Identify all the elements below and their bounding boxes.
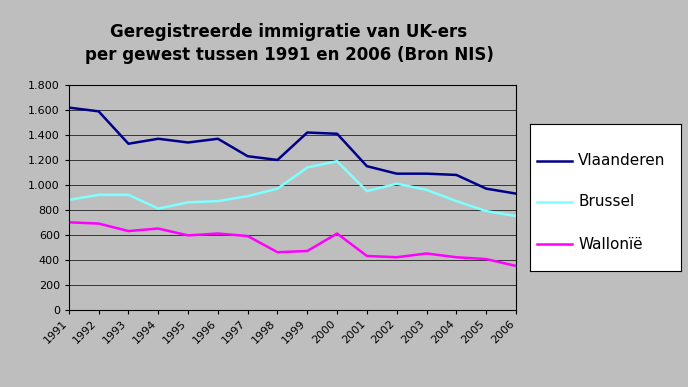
Wallonïë [452,255,460,260]
Line: Vlaanderen: Vlaanderen [69,108,516,194]
Brussel [273,186,281,191]
Vlaanderen [65,105,73,110]
Brussel [244,194,252,199]
Vlaanderen [393,171,401,176]
Wallonïë [125,229,133,233]
Vlaanderen [244,154,252,159]
Text: Vlaanderen: Vlaanderen [578,153,665,168]
Wallonïë [422,251,431,256]
Wallonïë [333,231,341,236]
Wallonïë [94,221,103,226]
Brussel [363,189,371,194]
Wallonïë [184,233,192,238]
Vlaanderen [422,171,431,176]
Wallonïë [303,249,312,253]
Wallonïë [154,226,162,231]
Wallonïë [244,234,252,238]
Wallonïë [393,255,401,260]
Vlaanderen [363,164,371,168]
Text: Geregistreerde immigratie van UK-ers: Geregistreerde immigratie van UK-ers [110,23,468,41]
Vlaanderen [482,186,491,191]
Brussel [154,206,162,211]
Brussel [452,199,460,204]
Text: Wallonïë: Wallonïë [578,237,643,252]
Text: Brussel: Brussel [578,194,634,209]
Brussel [65,197,73,202]
Vlaanderen [154,137,162,141]
Brussel [393,182,401,186]
Wallonïë [273,250,281,255]
Vlaanderen [273,158,281,162]
Line: Wallonïë: Wallonïë [69,222,516,266]
Vlaanderen [452,173,460,177]
Brussel [512,214,520,218]
Wallonïë [214,231,222,236]
Vlaanderen [184,140,192,145]
Brussel [125,193,133,197]
Wallonïë [482,257,491,262]
Text: per gewest tussen 1991 en 2006 (Bron NIS): per gewest tussen 1991 en 2006 (Bron NIS… [85,46,493,65]
Vlaanderen [94,109,103,114]
Vlaanderen [333,132,341,136]
Wallonïë [65,220,73,224]
Brussel [482,209,491,213]
Vlaanderen [303,130,312,135]
Brussel [94,193,103,197]
Wallonïë [512,264,520,268]
Brussel [214,199,222,204]
Line: Brussel: Brussel [69,161,516,216]
Brussel [422,188,431,192]
Wallonïë [363,253,371,258]
Brussel [184,200,192,205]
Brussel [303,165,312,170]
Vlaanderen [214,137,222,141]
Brussel [333,159,341,164]
Vlaanderen [512,191,520,196]
Vlaanderen [125,141,133,146]
